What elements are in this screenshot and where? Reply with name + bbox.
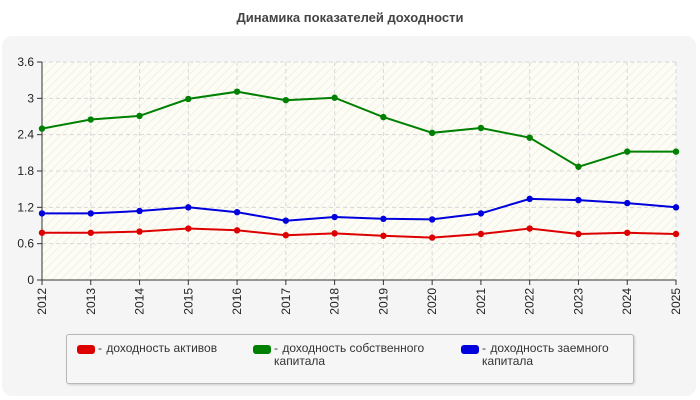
data-point (282, 231, 290, 239)
data-point (672, 204, 680, 211)
data-point (672, 148, 680, 155)
data-point (282, 217, 290, 224)
data-point (233, 88, 241, 95)
data-point (477, 230, 485, 238)
series-line-0 (42, 227, 677, 239)
data-point (185, 225, 192, 232)
data-point (428, 216, 436, 223)
legend-swatch-debt (461, 345, 479, 354)
x-tick-label: 2014 (133, 288, 147, 315)
data-point (282, 96, 290, 104)
y-tick-label: 1.2 (17, 200, 34, 214)
y-tick-label: 2.4 (17, 128, 34, 142)
data-point (331, 94, 338, 101)
data-point (575, 163, 582, 170)
data-point (624, 229, 631, 236)
y-tick-label: 0 (27, 273, 34, 287)
y-tick-label: 3.6 (17, 55, 34, 69)
data-point (233, 227, 241, 234)
data-point (477, 210, 485, 217)
data-point (575, 230, 582, 238)
data-point (38, 229, 46, 236)
data-point (380, 215, 387, 223)
legend-item-debt: - доходность заемного капитала (461, 342, 626, 368)
legend-item-equity: - доходность собственного капитала (253, 342, 453, 368)
data-point (624, 148, 631, 155)
data-point (87, 229, 94, 236)
legend-item-assets: - доходность активов (77, 342, 247, 355)
chart-title: Динамика показателей доходности (236, 10, 464, 25)
x-tick-label: 2025 (669, 288, 683, 315)
legend-label-debt: доходность заемного капитала (482, 341, 609, 368)
data-point (185, 204, 192, 211)
data-point (380, 113, 387, 121)
data-point (526, 195, 533, 203)
x-tick-label: 2019 (376, 288, 390, 315)
y-tick-label: 1.8 (17, 164, 34, 178)
x-tick-label: 2017 (279, 288, 293, 315)
x-tick-label: 2016 (230, 288, 244, 315)
data-point (428, 129, 436, 137)
x-tick-label: 2012 (35, 288, 49, 315)
x-tick-label: 2018 (328, 288, 342, 315)
x-tick-label: 2022 (523, 288, 537, 315)
x-tick-label: 2021 (474, 288, 488, 315)
x-tick-label: 2015 (181, 288, 195, 315)
x-tick-label: 2023 (571, 288, 585, 315)
data-point (526, 134, 533, 141)
data-point (331, 230, 338, 237)
legend-swatch-equity (253, 345, 271, 354)
data-point (136, 207, 143, 215)
data-point (136, 112, 143, 120)
data-point (380, 232, 387, 239)
chart-legend: - доходность активов - доходность собств… (66, 334, 634, 384)
data-point (428, 234, 436, 241)
data-point (477, 124, 485, 132)
legend-swatch-assets (77, 345, 95, 354)
x-tick-label: 2013 (84, 288, 98, 315)
y-tick-label: 3 (27, 91, 34, 105)
data-point (38, 125, 46, 132)
data-point (526, 225, 533, 232)
data-point (136, 228, 143, 235)
data-point (38, 210, 46, 217)
data-point (575, 196, 582, 204)
data-point (672, 230, 680, 238)
x-tick-label: 2020 (425, 288, 439, 315)
data-point (87, 210, 94, 217)
data-point (624, 199, 631, 207)
x-tick-label: 2024 (620, 288, 634, 315)
series-line-1 (41, 90, 676, 168)
data-point (185, 95, 192, 103)
y-tick-label: 0.6 (17, 237, 34, 251)
data-point (331, 213, 338, 221)
series-line-2 (42, 197, 677, 222)
legend-label-equity: доходность собственного капитала (274, 341, 425, 368)
data-point (87, 116, 94, 123)
data-point (233, 208, 241, 216)
legend-label-assets: доходность активов (106, 341, 218, 355)
